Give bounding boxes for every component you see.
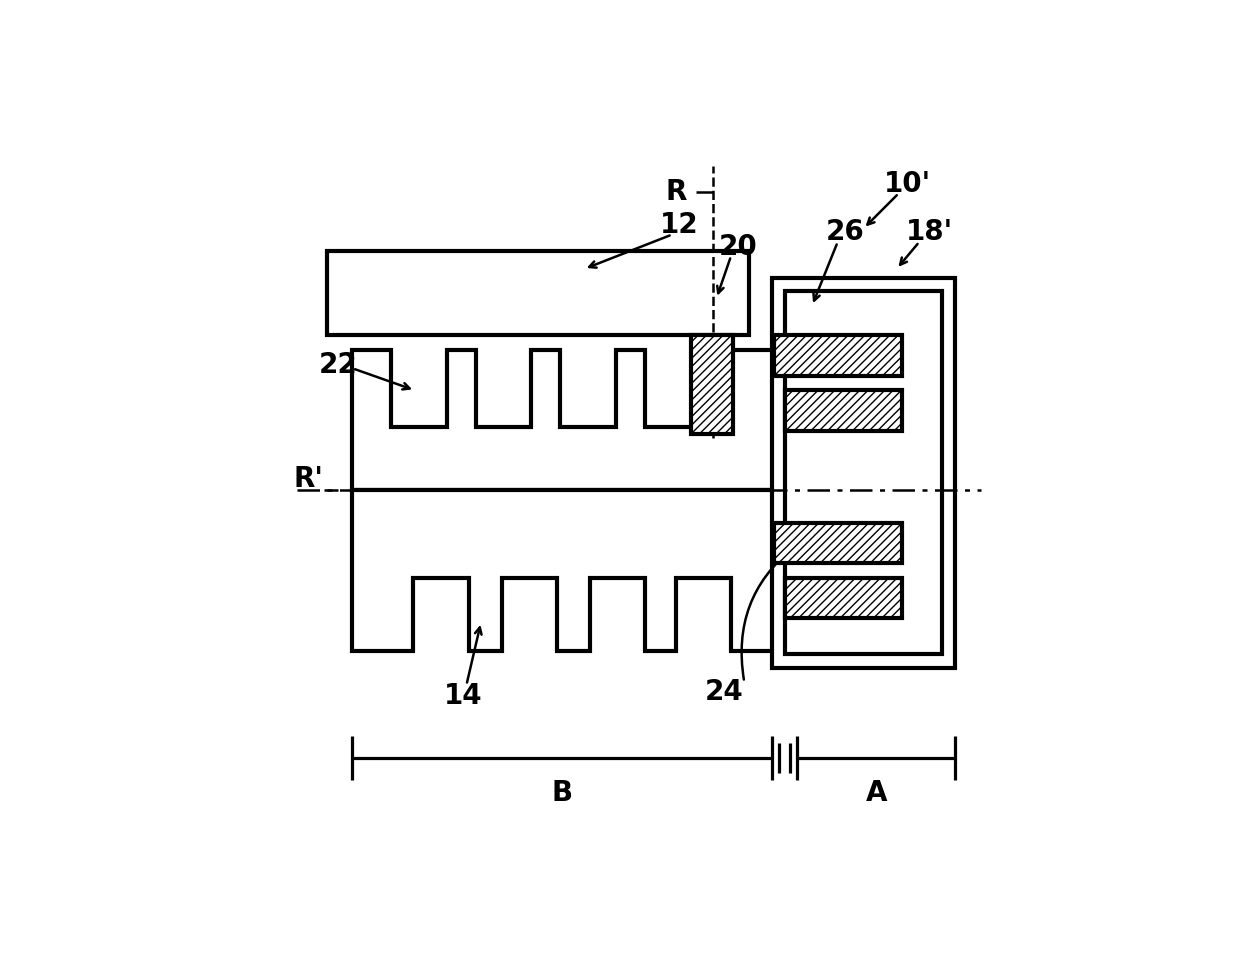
Text: 24: 24: [704, 678, 743, 706]
Text: 20: 20: [719, 233, 758, 261]
Polygon shape: [352, 350, 779, 490]
Text: A: A: [866, 779, 887, 807]
Text: B: B: [552, 779, 573, 807]
Bar: [326, 250, 749, 335]
Text: 12: 12: [661, 211, 699, 239]
Text: 18': 18': [906, 219, 954, 246]
Text: R': R': [294, 464, 324, 493]
Bar: [774, 522, 903, 563]
Text: 22: 22: [319, 350, 357, 378]
Text: 26: 26: [826, 219, 864, 246]
Bar: [774, 335, 903, 375]
Text: 10': 10': [884, 170, 931, 199]
Text: R: R: [665, 178, 687, 206]
Bar: [771, 278, 955, 668]
Text: 14: 14: [444, 682, 482, 710]
Polygon shape: [352, 490, 779, 651]
Bar: [785, 578, 903, 618]
Bar: [785, 291, 942, 654]
Bar: [785, 391, 903, 431]
Bar: [691, 335, 733, 435]
